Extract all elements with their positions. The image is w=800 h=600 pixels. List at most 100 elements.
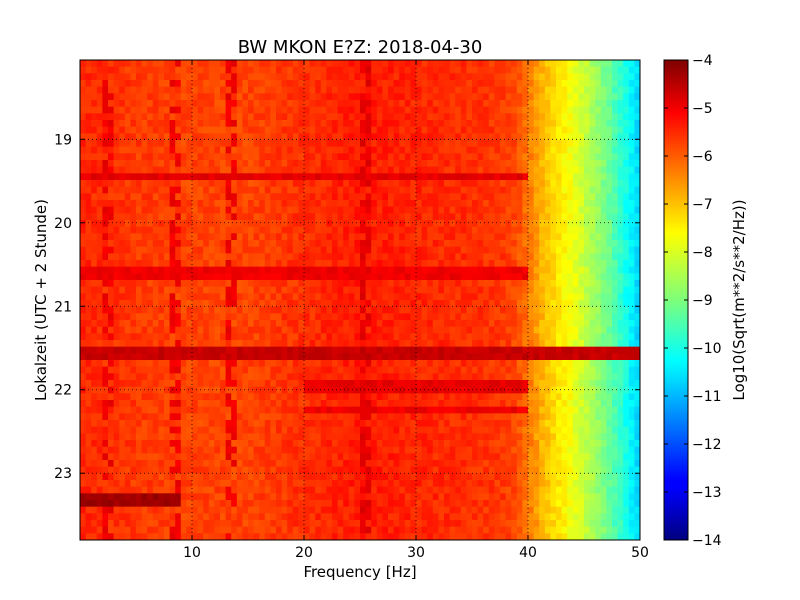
heatmap-cell bbox=[141, 120, 148, 128]
heatmap-cell bbox=[141, 246, 148, 254]
heatmap-cell bbox=[130, 106, 137, 114]
heatmap-cell bbox=[416, 340, 423, 348]
heatmap-cell bbox=[214, 160, 221, 168]
heatmap-cell bbox=[544, 200, 551, 208]
heatmap-cell bbox=[276, 233, 283, 241]
heatmap-cell bbox=[584, 73, 591, 81]
heatmap-cell bbox=[197, 373, 204, 381]
heatmap-cell bbox=[186, 206, 193, 214]
heatmap-cell bbox=[337, 113, 344, 121]
heatmap-cell bbox=[623, 166, 630, 174]
heatmap-cell bbox=[612, 80, 619, 88]
heatmap-cell bbox=[421, 93, 428, 101]
heatmap-cell bbox=[96, 160, 103, 168]
heatmap-cell bbox=[550, 340, 557, 348]
heatmap-cell bbox=[410, 86, 417, 94]
heatmap-cell bbox=[320, 273, 327, 281]
heatmap-cell bbox=[253, 180, 260, 188]
heatmap-cell bbox=[544, 66, 551, 74]
heatmap-cell bbox=[320, 313, 327, 321]
heatmap-cell bbox=[494, 333, 501, 341]
heatmap-cell bbox=[449, 226, 456, 234]
heatmap-cell bbox=[270, 346, 277, 354]
heatmap-cell bbox=[528, 240, 535, 248]
heatmap-cell bbox=[444, 286, 451, 294]
heatmap-cell bbox=[516, 360, 523, 368]
heatmap-cell bbox=[231, 126, 238, 134]
heatmap-cell bbox=[186, 80, 193, 88]
heatmap-cell bbox=[264, 386, 271, 394]
heatmap-cell bbox=[404, 126, 411, 134]
heatmap-cell bbox=[600, 280, 607, 288]
heatmap-cell bbox=[320, 133, 327, 141]
heatmap-cell bbox=[108, 340, 115, 348]
heatmap-cell bbox=[617, 220, 624, 228]
heatmap-cell bbox=[421, 113, 428, 121]
heatmap-cell bbox=[572, 120, 579, 128]
heatmap-cell bbox=[460, 220, 467, 228]
heatmap-cell bbox=[141, 280, 148, 288]
heatmap-cell bbox=[337, 300, 344, 308]
heatmap-cell bbox=[158, 60, 165, 68]
heatmap-cell bbox=[539, 360, 546, 368]
heatmap-cell bbox=[460, 100, 467, 108]
heatmap-cell bbox=[208, 153, 215, 161]
heatmap-cell bbox=[466, 293, 473, 301]
heatmap-cell bbox=[119, 180, 126, 188]
heatmap-cell bbox=[561, 206, 568, 214]
heatmap-cell bbox=[483, 206, 490, 214]
heatmap-cell bbox=[197, 380, 204, 388]
heatmap-cell bbox=[354, 153, 361, 161]
heatmap-cell bbox=[623, 286, 630, 294]
heatmap-cell bbox=[298, 146, 305, 154]
heatmap-cell bbox=[466, 146, 473, 154]
heatmap-cell bbox=[388, 366, 395, 374]
heatmap-cell bbox=[197, 120, 204, 128]
heatmap-cell bbox=[371, 73, 378, 81]
heatmap-cell bbox=[432, 386, 439, 394]
heatmap-cell bbox=[270, 320, 277, 328]
heatmap-cell bbox=[197, 86, 204, 94]
heatmap-cell bbox=[225, 133, 232, 141]
heatmap-cell bbox=[427, 300, 434, 308]
heatmap-cell bbox=[348, 373, 355, 381]
heatmap-cell bbox=[292, 340, 299, 348]
heatmap-cell bbox=[477, 246, 484, 254]
heatmap-cell bbox=[477, 320, 484, 328]
heatmap-cell bbox=[113, 113, 120, 121]
heatmap-cell bbox=[421, 186, 428, 194]
heatmap-cell bbox=[427, 86, 434, 94]
heatmap-cell bbox=[304, 160, 311, 168]
heatmap-cell bbox=[192, 113, 199, 121]
heatmap-cell bbox=[438, 320, 445, 328]
heatmap-cell bbox=[572, 153, 579, 161]
heatmap-cell bbox=[567, 373, 574, 381]
heatmap-cell bbox=[208, 366, 215, 374]
heatmap-cell bbox=[124, 346, 131, 354]
heatmap-cell bbox=[572, 213, 579, 221]
heatmap-cell bbox=[634, 180, 640, 188]
heatmap-cell bbox=[416, 293, 423, 301]
heatmap-cell bbox=[292, 206, 299, 214]
heatmap-cell bbox=[528, 313, 535, 321]
heatmap-cell bbox=[416, 126, 423, 134]
heatmap-cell bbox=[253, 260, 260, 268]
heatmap-cell bbox=[130, 306, 137, 314]
heatmap-cell bbox=[516, 380, 523, 388]
heatmap-cell bbox=[416, 100, 423, 108]
heatmap-cell bbox=[578, 286, 585, 294]
heatmap-cell bbox=[533, 273, 540, 281]
heatmap-cell bbox=[365, 140, 372, 148]
heatmap-cell bbox=[108, 253, 115, 261]
heatmap-cell bbox=[584, 133, 591, 141]
heatmap-cell bbox=[628, 146, 635, 154]
heatmap-cell bbox=[427, 306, 434, 314]
heatmap-cell bbox=[460, 300, 467, 308]
heatmap-cell bbox=[477, 280, 484, 288]
heatmap-cell bbox=[449, 266, 456, 274]
heatmap-cell bbox=[455, 213, 462, 221]
heatmap-cell bbox=[550, 286, 557, 294]
heatmap-cell bbox=[617, 180, 624, 188]
heatmap-cell bbox=[466, 220, 473, 228]
heatmap-cell bbox=[192, 380, 199, 388]
